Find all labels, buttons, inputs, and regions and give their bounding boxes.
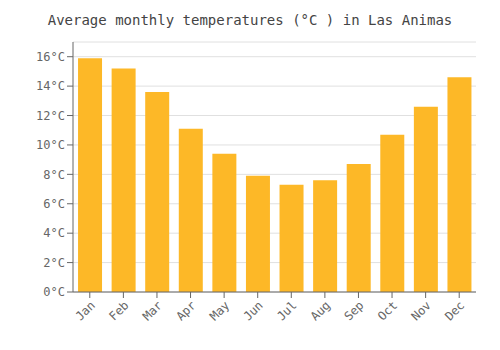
svg-text:Jul: Jul (274, 298, 299, 323)
svg-text:2°C: 2°C (43, 256, 65, 270)
svg-text:4°C: 4°C (43, 226, 65, 240)
svg-text:Jan: Jan (73, 298, 98, 323)
svg-text:May: May (207, 298, 232, 323)
svg-text:Jun: Jun (241, 298, 266, 323)
svg-text:Dec: Dec (442, 298, 467, 323)
svg-text:Oct: Oct (375, 298, 400, 323)
svg-text:10°C: 10°C (36, 138, 65, 152)
svg-text:Aug: Aug (308, 298, 333, 323)
svg-text:Apr: Apr (173, 298, 198, 323)
svg-text:Feb: Feb (106, 298, 131, 323)
svg-text:16°C: 16°C (36, 50, 65, 64)
svg-text:Nov: Nov (409, 298, 434, 323)
svg-text:14°C: 14°C (36, 79, 65, 93)
svg-text:8°C: 8°C (43, 168, 65, 182)
svg-text:6°C: 6°C (43, 197, 65, 211)
html-text:Average monthly temperatures (: Average monthly temperatures (°C ) in La… (47, 12, 453, 28)
svg-text:12°C: 12°C (36, 109, 65, 123)
svg-text:Mar: Mar (140, 298, 165, 323)
svg-text:0°C: 0°C (43, 285, 65, 299)
svg-text:Sep: Sep (341, 298, 366, 323)
